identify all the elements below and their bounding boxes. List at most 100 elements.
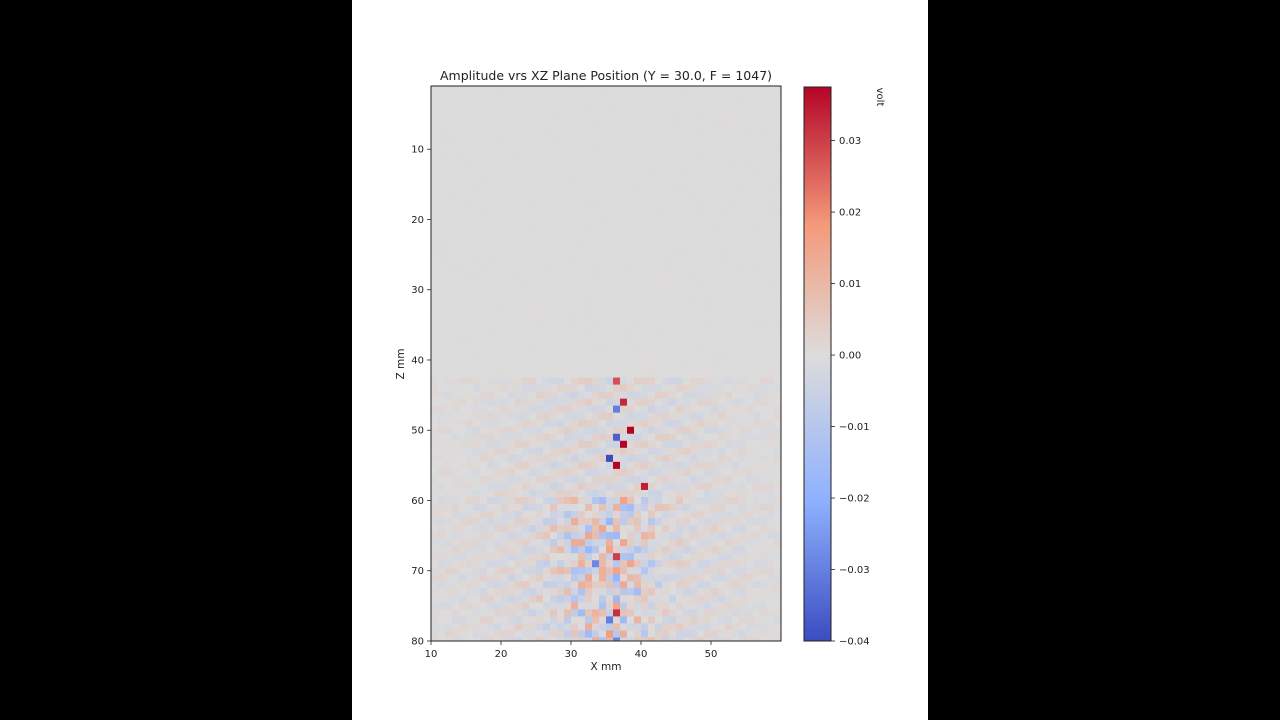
heatmap-cell (746, 447, 754, 456)
heatmap-cell (669, 328, 677, 336)
heatmap-cell (445, 525, 453, 533)
heatmap-cell (501, 244, 509, 252)
heatmap-cell (655, 454, 663, 463)
heatmap-cell (697, 426, 705, 435)
heatmap-cell (704, 314, 712, 322)
heatmap-cell (606, 595, 614, 603)
heatmap-cell (606, 145, 614, 154)
heatmap-cell (452, 623, 460, 631)
heatmap-cell (515, 637, 523, 642)
heatmap-cell (697, 349, 705, 357)
heatmap-cell (564, 201, 572, 210)
heatmap-cell (557, 447, 565, 456)
heatmap-cell (459, 328, 467, 336)
heatmap-cell (515, 384, 523, 393)
heatmap-cell (473, 173, 481, 182)
heatmap-cell (571, 581, 579, 589)
heatmap-cell (508, 215, 516, 224)
heatmap-cell (627, 447, 635, 456)
heatmap-cell (543, 377, 551, 385)
heatmap-cell (578, 244, 586, 252)
heatmap-cell (634, 124, 642, 133)
heatmap-cell (655, 265, 663, 273)
heatmap-cell (529, 630, 537, 638)
heatmap-cell (550, 300, 558, 308)
heatmap-cell (627, 215, 635, 224)
heatmap-cell (669, 89, 677, 97)
heatmap-cell (746, 532, 754, 540)
heatmap-cell (473, 86, 481, 90)
heatmap-cell (620, 391, 628, 400)
heatmap-cell (739, 447, 747, 456)
heatmap-cell (571, 532, 579, 540)
heatmap-cell (529, 215, 537, 224)
heatmap-cell (515, 539, 523, 547)
heatmap-cell (627, 258, 635, 266)
heatmap-cell (704, 637, 712, 642)
heatmap-cell (753, 89, 761, 97)
heatmap-cell (697, 475, 705, 484)
heatmap-cell (690, 532, 698, 540)
heatmap-cell (732, 272, 740, 280)
heatmap-cell (438, 138, 446, 147)
heatmap-cell (564, 145, 572, 154)
heatmap-cell (711, 630, 719, 638)
heatmap-cell (725, 616, 733, 624)
heatmap-cell (711, 496, 719, 505)
heatmap-cell (536, 630, 544, 638)
heatmap-cell (669, 370, 677, 378)
heatmap-cell (613, 117, 621, 126)
heatmap-cell (662, 244, 670, 252)
heatmap-cell (767, 356, 775, 364)
heatmap-cell (697, 504, 705, 512)
heatmap-cell (501, 208, 509, 217)
heatmap-cell (718, 152, 726, 161)
heatmap-cell (431, 637, 439, 642)
heatmap-cell (529, 237, 537, 245)
heatmap-cell (739, 609, 747, 617)
heatmap-cell (431, 222, 439, 231)
heatmap-cell (683, 138, 691, 147)
heatmap-cell (641, 356, 649, 364)
heatmap-cell (774, 230, 782, 238)
heatmap-cell (711, 454, 719, 463)
heatmap-cell (438, 201, 446, 210)
heatmap-cell (592, 215, 600, 224)
heatmap-cell (508, 475, 516, 484)
heatmap-cell (466, 370, 474, 378)
heatmap-cell (592, 588, 600, 596)
heatmap-cell (683, 405, 691, 414)
heatmap-cell (690, 335, 698, 343)
heatmap-cell (620, 609, 628, 617)
heatmap-cell (753, 574, 761, 582)
heatmap-cell (578, 86, 586, 90)
heatmap-cell (676, 581, 684, 589)
heatmap-cell (557, 574, 565, 582)
heatmap-cell (725, 623, 733, 631)
heatmap-cell (760, 321, 768, 329)
heatmap-cell (550, 461, 558, 470)
heatmap-cell (606, 187, 614, 196)
heatmap-cell (676, 560, 684, 568)
heatmap-cell (508, 525, 516, 533)
heatmap-cell (634, 595, 642, 603)
heatmap-cell (669, 237, 677, 245)
heatmap-cell (571, 560, 579, 568)
heatmap-cell (529, 117, 537, 126)
heatmap-cell (438, 103, 446, 111)
heatmap-cell (739, 468, 747, 477)
heatmap-cell (753, 433, 761, 442)
y-tick-label: 60 (411, 496, 424, 507)
heatmap-cell (550, 581, 558, 589)
heatmap-cell (676, 384, 684, 393)
heatmap-cell (459, 609, 467, 617)
heatmap-cell (655, 518, 663, 526)
heatmap-cell (543, 419, 551, 428)
heatmap-cell (438, 419, 446, 428)
heatmap-cell (718, 384, 726, 393)
heatmap-cell (452, 222, 460, 231)
heatmap-cell (606, 574, 614, 582)
heatmap-cell (606, 96, 614, 104)
heatmap-cell (746, 124, 754, 133)
heatmap-cell (648, 251, 656, 259)
